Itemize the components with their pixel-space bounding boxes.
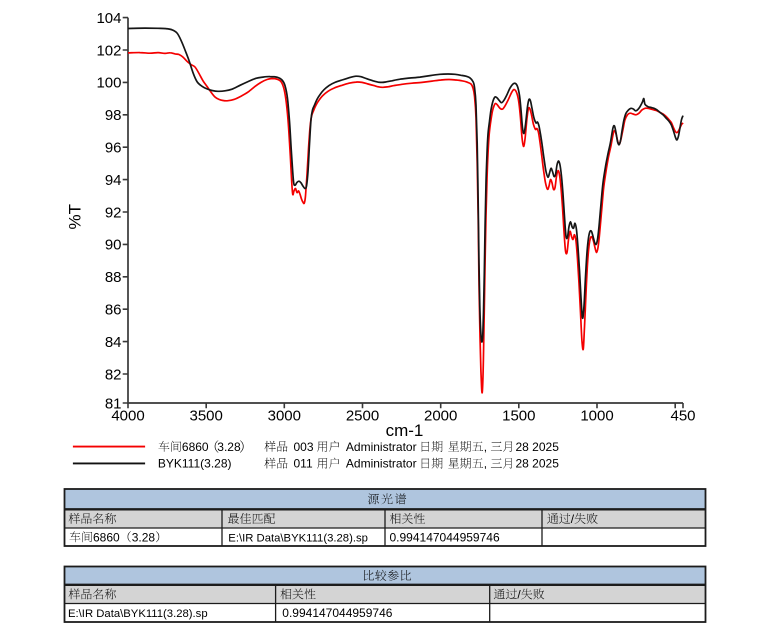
svg-text:003: 003: [294, 440, 314, 454]
svg-text:1500: 1500: [502, 408, 535, 425]
svg-text:84: 84: [105, 334, 122, 351]
svg-text:1000: 1000: [580, 408, 613, 425]
svg-text:102: 102: [96, 42, 121, 59]
svg-text:88: 88: [105, 269, 122, 286]
svg-text:0.994147044959746: 0.994147044959746: [282, 606, 392, 620]
svg-text:Administrator: Administrator: [346, 457, 417, 471]
svg-text:2500: 2500: [346, 408, 379, 425]
svg-text:100: 100: [96, 75, 121, 92]
svg-text:0.994147044959746: 0.994147044959746: [390, 530, 500, 544]
svg-text:6860: 6860: [93, 530, 120, 544]
svg-text:Administrator: Administrator: [346, 440, 417, 454]
svg-text:/: /: [517, 588, 521, 602]
svg-text:,: ,: [484, 440, 487, 454]
svg-text:94: 94: [105, 172, 122, 189]
svg-text:011: 011: [294, 457, 313, 471]
svg-text:3500: 3500: [190, 408, 223, 425]
svg-text:98: 98: [105, 107, 122, 124]
svg-text:/: /: [571, 512, 575, 526]
svg-text:2000: 2000: [424, 408, 457, 425]
svg-text:BYK111(3.28): BYK111(3.28): [158, 457, 232, 471]
svg-text:81: 81: [105, 395, 122, 412]
svg-text:4000: 4000: [111, 408, 144, 425]
svg-text:86: 86: [105, 302, 122, 319]
svg-text:,: ,: [484, 457, 487, 471]
svg-text:96: 96: [105, 140, 122, 157]
svg-text:90: 90: [105, 237, 122, 254]
svg-text:28 2025: 28 2025: [516, 457, 560, 471]
svg-text:%T: %T: [65, 204, 84, 230]
svg-text:3000: 3000: [268, 408, 301, 425]
svg-text:3.28: 3.28: [132, 530, 156, 544]
svg-text:28 2025: 28 2025: [516, 440, 560, 454]
svg-text:104: 104: [96, 10, 121, 27]
svg-text:cm-1: cm-1: [386, 421, 424, 440]
svg-text:450: 450: [670, 408, 695, 425]
svg-text:82: 82: [105, 366, 122, 383]
svg-text:3.28: 3.28: [217, 440, 241, 454]
svg-text:E:\IR Data\BYK111(3.28).sp: E:\IR Data\BYK111(3.28).sp: [68, 608, 208, 620]
svg-text:92: 92: [105, 204, 122, 221]
svg-text:E:\IR Data\BYK111(3.28).sp: E:\IR Data\BYK111(3.28).sp: [228, 532, 368, 544]
svg-text:6860: 6860: [182, 440, 209, 454]
